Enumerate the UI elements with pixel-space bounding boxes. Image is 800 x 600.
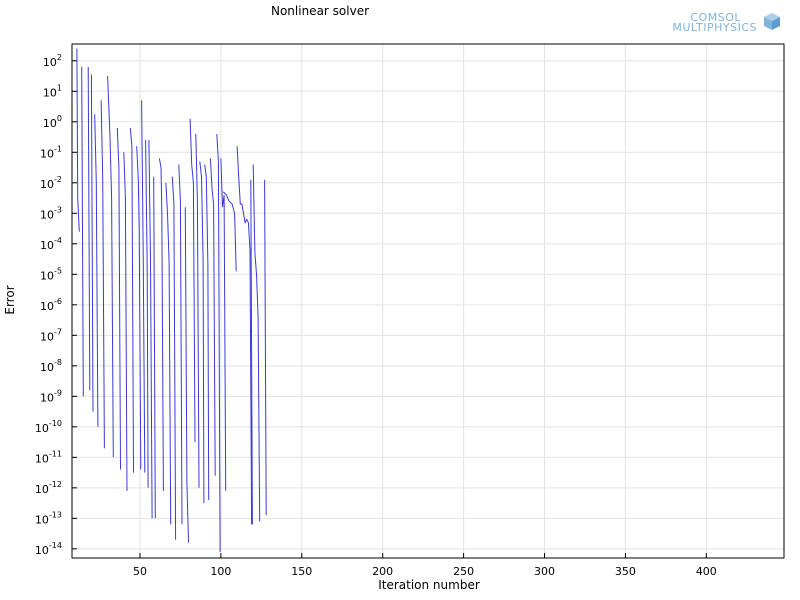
series-line-segment [107,75,114,458]
logo-line2: MULTIPHYSICS [672,21,757,34]
series-line-segment [204,164,210,501]
series-line-segment [94,114,99,427]
series-line-segment [153,176,156,519]
y-tick-label: 10-6 [40,297,62,313]
series-line-segment [81,66,84,397]
grid [72,44,784,558]
x-tick-label: 300 [534,565,555,578]
series-line-segment [199,161,205,504]
series-line-segment [184,207,189,543]
series-line-segment [165,182,172,525]
series-line-segment [148,140,153,519]
plot-frame [71,43,785,559]
x-axis-label: Iteration number [378,578,480,592]
series-line-segment [195,133,200,488]
y-tick-label: 10-1 [40,144,62,160]
y-tick-label: 10-13 [35,510,62,526]
y-tick-label: 10-7 [40,327,62,343]
series-line-segment [145,140,149,488]
series-line-segment [220,158,227,491]
series-line-segment [136,146,142,470]
y-tick-label: 100 [43,114,62,130]
series-line-segment [222,191,237,272]
y-tick-label: 102 [43,53,62,69]
y-axis-label: Error [3,285,17,314]
y-tick-label: 10-14 [35,541,62,557]
plot-area [76,48,267,552]
y-tick-label: 10-9 [40,388,62,404]
x-axis: 50 100 150 200 250 300 350 400 [133,553,717,578]
series-line-segment [250,179,253,525]
y-tick-label: 10-4 [40,236,62,252]
x-tick-label: 100 [210,565,231,578]
series-line-segment [264,179,267,516]
cube-icon [764,13,780,30]
x-tick-label: 250 [453,565,474,578]
series-line-segment [189,118,196,443]
series-line-segment [87,66,91,391]
series-line-segment [76,48,80,232]
y-tick-label: 10-11 [35,449,62,465]
series-line-segment [141,100,146,473]
x-tick-label: 150 [291,565,312,578]
series-line-segment [90,74,94,412]
y-axis: 102 101 100 10-1 10-2 10-3 10-4 10-5 10-6 10-7 10-… [35,53,77,557]
y-tick-label: 10-2 [40,175,62,191]
y-tick-label: 101 [43,83,62,99]
x-tick-label: 350 [615,565,636,578]
x-tick-label: 50 [133,565,147,578]
series-line-segment [100,100,105,449]
y-tick-label: 10-12 [35,480,62,496]
series-line-segment [116,127,121,470]
y-tick-label: 10-10 [35,419,62,435]
series-line-segment [158,158,164,491]
logo-line1: COMSOL [690,11,741,24]
series-line-segment [129,127,134,473]
series-line-segment [236,146,253,525]
logo: COMSOL MULTIPHYSICS [672,11,780,34]
series-line-segment [252,164,261,522]
x-tick-label: 200 [372,565,393,578]
chart-title: Nonlinear solver [271,4,369,18]
y-tick-label: 10-3 [40,205,62,221]
series-line-segment [123,152,128,491]
series-line-segment [216,133,221,552]
y-tick-label: 10-5 [40,266,62,282]
series-line-segment [171,176,177,540]
series-line-segment [178,164,183,525]
series-line-segment [209,158,216,476]
x-tick-label: 400 [696,565,717,578]
y-tick-label: 10-8 [40,358,62,374]
